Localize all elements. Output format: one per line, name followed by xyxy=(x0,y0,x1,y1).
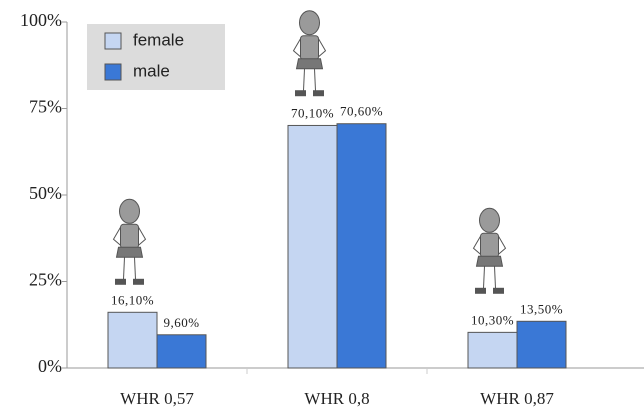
figure-shoe xyxy=(295,90,306,97)
value-label: 10,30% xyxy=(471,312,514,327)
bar xyxy=(287,124,338,369)
figure-leg xyxy=(494,266,496,289)
figure-head xyxy=(299,10,320,36)
legend-swatch xyxy=(104,32,122,50)
value-label: 16,10% xyxy=(111,292,154,307)
value-label: 9,60% xyxy=(163,315,199,330)
figure-shoe xyxy=(115,278,126,285)
bar xyxy=(156,334,207,369)
figure-body xyxy=(480,232,499,258)
value-label: 70,10% xyxy=(291,105,334,120)
figure-leg xyxy=(134,257,136,280)
bar xyxy=(467,331,518,369)
y-tick-label: 100% xyxy=(20,10,62,30)
y-tick-label: 50% xyxy=(29,183,62,203)
figure-shoe xyxy=(133,278,144,285)
figure-skirt xyxy=(115,246,144,258)
figure-shoe xyxy=(313,90,324,97)
figure-shoe xyxy=(475,287,486,294)
legend-label: male xyxy=(133,61,170,80)
x-tick-label: WHR 0,8 xyxy=(304,389,369,408)
bar xyxy=(336,123,387,369)
figure-arm xyxy=(292,38,301,58)
figure-leg xyxy=(314,68,316,91)
figure-arm xyxy=(498,236,507,255)
figure-arm xyxy=(318,38,327,58)
figure-illustration xyxy=(472,207,507,294)
y-tick-label: 0% xyxy=(38,356,62,376)
y-tick-label: 75% xyxy=(29,97,62,117)
figure-skirt xyxy=(475,255,504,267)
legend-label: female xyxy=(133,30,184,49)
figure-head xyxy=(119,198,140,224)
legend-swatch xyxy=(104,63,122,81)
figure-body xyxy=(120,223,139,249)
x-tick-label: WHR 0,57 xyxy=(120,389,194,408)
figure-skirt xyxy=(295,58,324,70)
figure-leg xyxy=(123,257,125,280)
x-tick-label: WHR 0,87 xyxy=(480,389,554,408)
y-tick-label: 25% xyxy=(29,270,62,290)
figure-arm xyxy=(472,236,481,255)
figure-arm xyxy=(112,227,121,246)
figure-body xyxy=(300,35,319,61)
figure-leg xyxy=(303,68,305,91)
figure-head xyxy=(479,207,500,233)
value-label: 13,50% xyxy=(520,301,563,316)
bar xyxy=(107,311,158,369)
figure-shoe xyxy=(493,287,504,294)
figure-leg xyxy=(483,266,485,289)
bar xyxy=(516,320,567,369)
figure-arm xyxy=(138,227,147,246)
figure-illustration xyxy=(292,10,327,97)
figure-illustration xyxy=(112,198,147,285)
value-label: 70,60% xyxy=(340,104,383,119)
